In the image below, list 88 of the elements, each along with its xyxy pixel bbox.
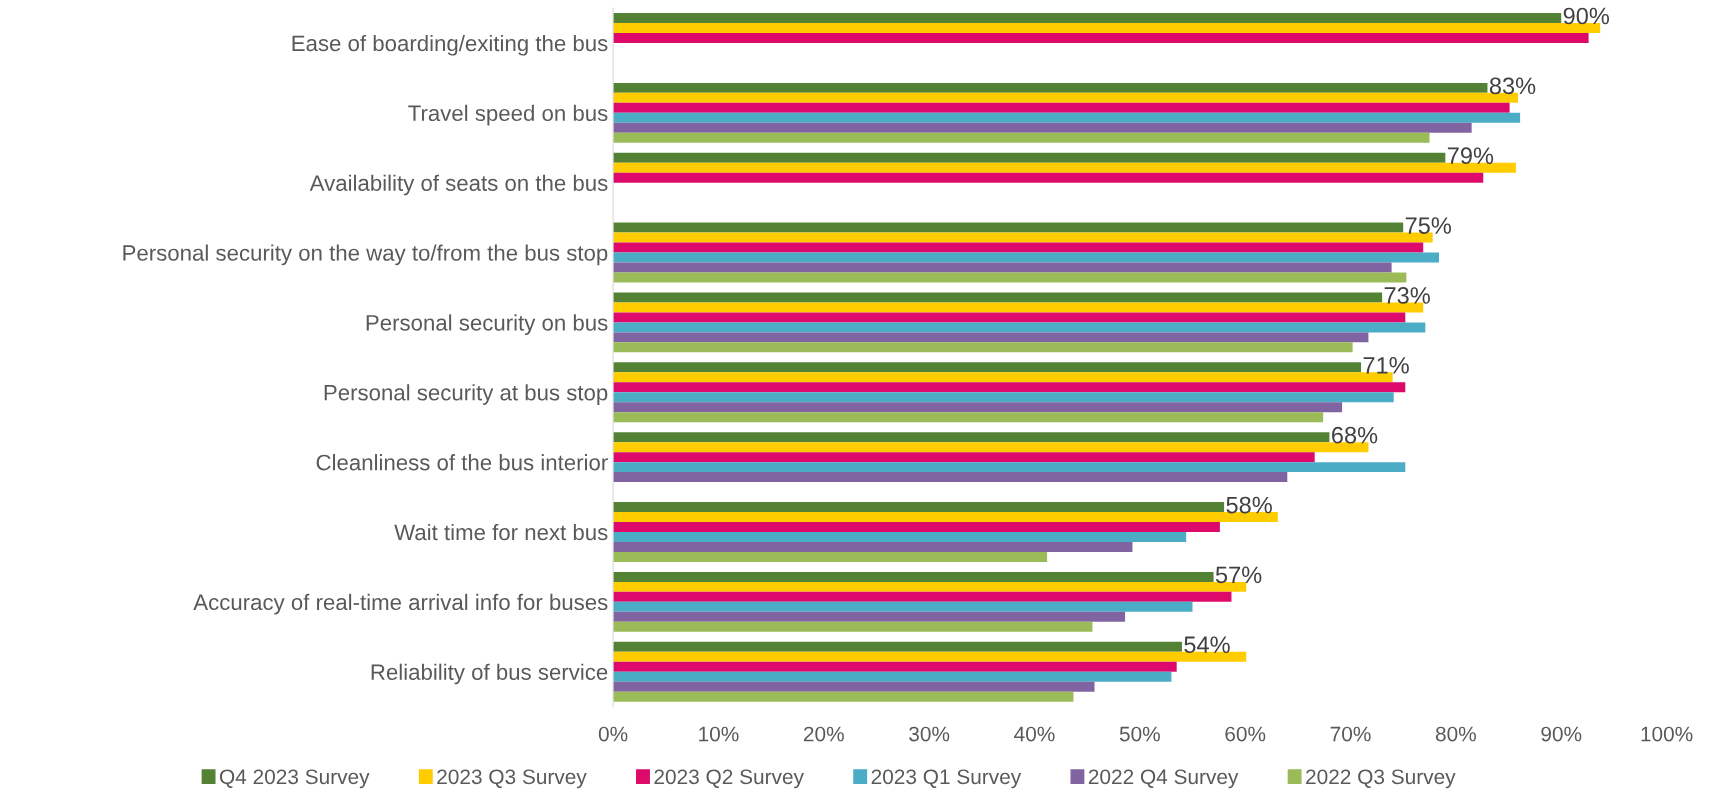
legend-label: 2022 Q4 Survey xyxy=(1088,769,1239,789)
bar xyxy=(613,531,1187,542)
bar xyxy=(613,332,1369,343)
bar xyxy=(613,122,1472,133)
y-tick-label: Cleanliness of the bus interior xyxy=(316,454,608,471)
bar xyxy=(613,32,1589,43)
legend-label: 2023 Q1 Survey xyxy=(871,769,1022,789)
bar xyxy=(613,472,1288,483)
bar xyxy=(613,222,1404,233)
bar xyxy=(613,541,1133,552)
bar xyxy=(613,262,1392,273)
y-tick-label: Personal security at bus stop xyxy=(324,384,608,405)
bar xyxy=(613,651,1247,662)
bar xyxy=(613,452,1315,463)
x-tick-label: 80% xyxy=(1435,726,1476,742)
bar xyxy=(613,691,1074,702)
y-tick-label: Reliability of bus service xyxy=(371,663,608,685)
bar xyxy=(613,601,1193,612)
bar xyxy=(613,162,1516,173)
bar xyxy=(613,82,1488,93)
y-tick-label: Accuracy of real-time arrival info for buses xyxy=(193,593,608,615)
legend-label: 2022 Q3 Survey xyxy=(1306,769,1456,789)
y-tick-label: Travel speed on bus xyxy=(408,104,608,126)
y-tick-label: Availability of seats on the bus xyxy=(309,174,608,196)
x-tick-label: 100% xyxy=(1641,726,1693,742)
bar xyxy=(613,432,1330,443)
bar xyxy=(613,681,1095,692)
legend-label: Q4 2023 Survey xyxy=(219,769,370,789)
bar xyxy=(613,402,1343,413)
bar xyxy=(613,661,1177,672)
bar xyxy=(613,172,1484,183)
y-tick-label: Personal security on the way to/from the bus stop xyxy=(123,244,608,266)
bar xyxy=(613,372,1393,383)
bar xyxy=(613,302,1424,313)
bar xyxy=(613,132,1430,143)
data-label: 54% xyxy=(1184,636,1230,654)
bar xyxy=(613,551,1048,562)
bar xyxy=(613,252,1440,263)
y-tick-label: Wait time for next bus xyxy=(394,523,608,541)
x-tick-label: 40% xyxy=(1014,726,1055,742)
bar xyxy=(613,23,1601,33)
bar xyxy=(613,641,1182,652)
bar xyxy=(613,102,1510,113)
bar xyxy=(613,412,1324,423)
bar xyxy=(613,621,1093,632)
bar xyxy=(613,272,1407,283)
y-tick-label: Personal security on bus xyxy=(366,314,608,336)
bar xyxy=(613,382,1406,393)
x-tick-label: 30% xyxy=(909,726,950,742)
bar xyxy=(613,112,1521,123)
bar xyxy=(613,502,1225,513)
data-label: 71% xyxy=(1363,357,1409,374)
x-tick-label: 50% xyxy=(1119,726,1160,742)
y-tick-label: Ease of boarding/exiting the bus xyxy=(292,34,608,56)
data-label: 57% xyxy=(1215,566,1262,584)
bar xyxy=(613,462,1406,473)
x-tick-label: 70% xyxy=(1330,726,1371,742)
x-tick-label: 0% xyxy=(598,726,628,742)
bar xyxy=(613,232,1433,243)
bar xyxy=(613,571,1214,582)
legend-label: 2023 Q2 Survey xyxy=(654,769,804,789)
bar xyxy=(613,522,1220,532)
bar xyxy=(613,362,1362,373)
data-label: 83% xyxy=(1489,77,1536,95)
data-label: 79% xyxy=(1447,147,1494,165)
x-tick-label: 20% xyxy=(803,726,844,742)
bar xyxy=(613,322,1426,333)
data-label: 75% xyxy=(1405,217,1451,234)
bar xyxy=(613,292,1383,303)
data-label: 90% xyxy=(1563,7,1610,25)
bar xyxy=(613,591,1232,602)
bar xyxy=(613,152,1446,163)
legend-label: 2023 Q3 Survey xyxy=(437,769,587,789)
bar xyxy=(613,342,1353,353)
bar xyxy=(613,242,1424,253)
data-label: 68% xyxy=(1332,426,1378,444)
x-tick-label: 90% xyxy=(1541,726,1582,742)
bar xyxy=(613,392,1394,403)
bar xyxy=(613,442,1369,453)
data-label: 73% xyxy=(1384,287,1430,304)
bar xyxy=(613,13,1562,23)
bar xyxy=(613,611,1126,622)
data-label: 58% xyxy=(1226,496,1272,514)
bar xyxy=(613,312,1406,323)
x-tick-label: 60% xyxy=(1225,726,1266,742)
x-tick-label: 10% xyxy=(699,726,739,742)
bar xyxy=(613,671,1172,682)
bar xyxy=(613,512,1278,523)
